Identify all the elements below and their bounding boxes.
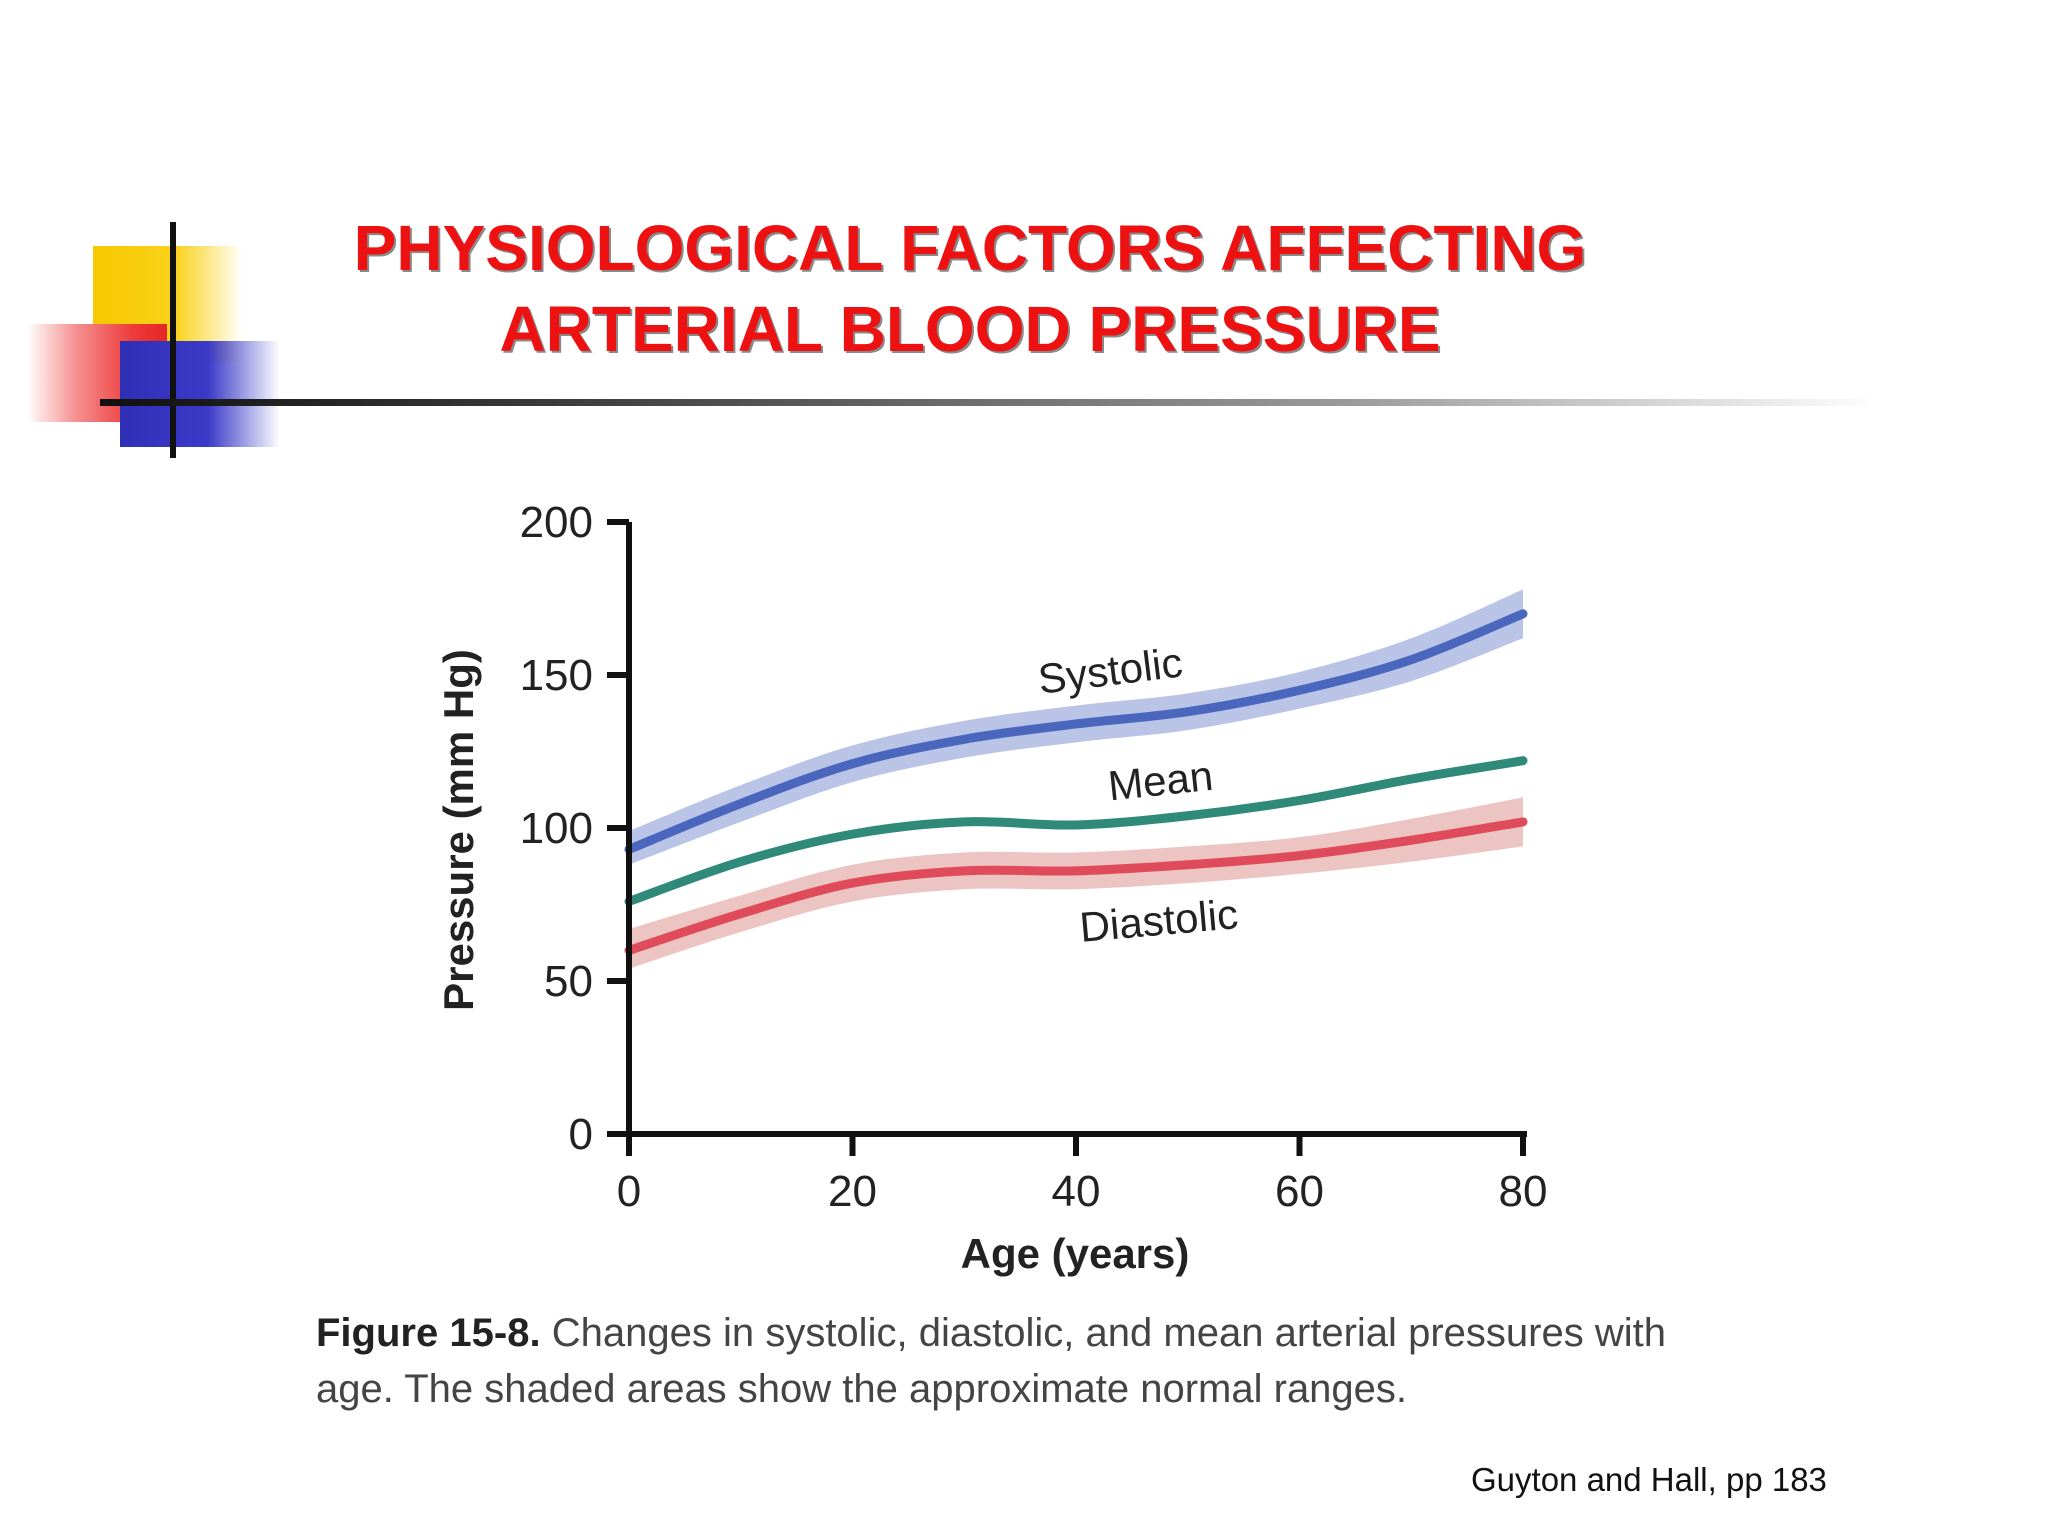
y-tick-label: 150 xyxy=(520,651,593,700)
title-underline xyxy=(100,399,1880,406)
source-credit: Guyton and Hall, pp 183 xyxy=(1471,1461,1827,1498)
slide-title: PHYSIOLOGICAL FACTORS AFFECTING ARTERIAL… xyxy=(250,208,1690,370)
diastolic-line xyxy=(624,817,1528,955)
y-tick-label: 100 xyxy=(520,804,593,853)
mean-series-label: Mean xyxy=(1106,752,1215,810)
chart-axes xyxy=(607,519,1527,1156)
figure-caption: Figure 15-8. Changes in systolic, diasto… xyxy=(316,1305,1666,1417)
y-axis-title: Pressure (mm Hg) xyxy=(435,649,482,1011)
figure-caption-text: Changes in systolic, diastolic, and mean… xyxy=(316,1311,1667,1411)
diastolic-series-label: Diastolic xyxy=(1078,890,1240,951)
diastolic-range-band xyxy=(629,797,1523,969)
systolic-series-label: Systolic xyxy=(1036,638,1185,702)
x-tick-label: 0 xyxy=(617,1167,641,1216)
slide-logo-decoration xyxy=(0,0,300,470)
y-tick-label: 0 xyxy=(569,1110,593,1159)
y-tick-label: 200 xyxy=(520,498,593,547)
series-lines xyxy=(624,609,1528,955)
tick-labels: 0 20 40 60 80 0 50 100 150 200 xyxy=(520,498,1548,1216)
x-tick-label: 80 xyxy=(1499,1167,1548,1216)
x-tick-label: 60 xyxy=(1275,1167,1324,1216)
logo-vertical-line xyxy=(170,222,176,458)
slide-title-line1: PHYSIOLOGICAL FACTORS AFFECTING xyxy=(353,212,1587,284)
mean-line xyxy=(624,756,1528,906)
y-tick-label: 50 xyxy=(544,957,593,1006)
x-axis-title: Age (years) xyxy=(961,1230,1190,1277)
figure-caption-label: Figure 15-8. xyxy=(316,1311,541,1355)
logo-blue-square xyxy=(120,341,280,447)
systolic-line xyxy=(624,609,1528,854)
x-tick-label: 40 xyxy=(1052,1167,1101,1216)
x-tick-label: 20 xyxy=(828,1167,877,1216)
series-labels: Systolic Mean Diastolic xyxy=(1036,638,1240,950)
slide-title-line2: ARTERIAL BLOOD PRESSURE xyxy=(499,293,1441,365)
